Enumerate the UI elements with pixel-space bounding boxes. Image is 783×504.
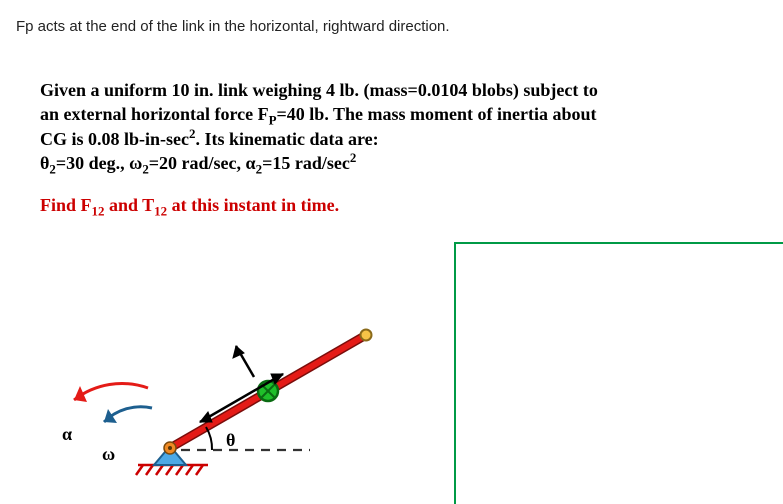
txt: =40 lb. The mass moment of inertia about: [277, 104, 597, 124]
alpha-label: α: [62, 424, 72, 444]
pivot-pin-hole: [168, 446, 172, 450]
link-diagram: α ω θ: [30, 250, 410, 490]
txt: and T: [104, 195, 154, 215]
find-statement: Find F12 and T12 at this instant in time…: [40, 195, 339, 216]
problem-line-2: an external horizontal force FP=40 lb. T…: [40, 102, 720, 126]
tip-point: [361, 330, 372, 341]
sub: 12: [92, 204, 105, 219]
txt: at this instant in time.: [167, 195, 339, 215]
txt: θ: [40, 153, 49, 173]
txt: =30 deg., ω: [56, 153, 142, 173]
problem-line-3: CG is 0.08 lb-in-sec2. Its kinematic dat…: [40, 127, 720, 151]
frame-rule: [454, 242, 783, 504]
sub: 12: [154, 204, 167, 219]
problem-statement: Given a uniform 10 in. link weighing 4 l…: [40, 78, 720, 175]
perp-arrow: [233, 346, 254, 377]
problem-line-4: θ2=30 deg., ω2=20 rad/sec, α2=15 rad/sec…: [40, 151, 720, 175]
theta-label: θ: [226, 430, 235, 450]
txt: an external horizontal force F: [40, 104, 269, 124]
omega-arc: [104, 407, 152, 423]
sub: P: [269, 113, 277, 128]
sup: 2: [350, 150, 356, 165]
txt: =15 rad/sec: [262, 153, 350, 173]
caption-text: Fp acts at the end of the link in the ho…: [16, 18, 450, 35]
txt: Find F: [40, 195, 92, 215]
txt: . Its kinematic data are:: [196, 129, 379, 149]
omega-label: ω: [102, 444, 115, 464]
ground-hatch: [136, 465, 208, 475]
alpha-arc: [74, 384, 148, 402]
txt: CG is 0.08 lb-in-sec: [40, 129, 189, 149]
txt: =20 rad/sec, α: [149, 153, 256, 173]
problem-line-1: Given a uniform 10 in. link weighing 4 l…: [40, 78, 720, 102]
